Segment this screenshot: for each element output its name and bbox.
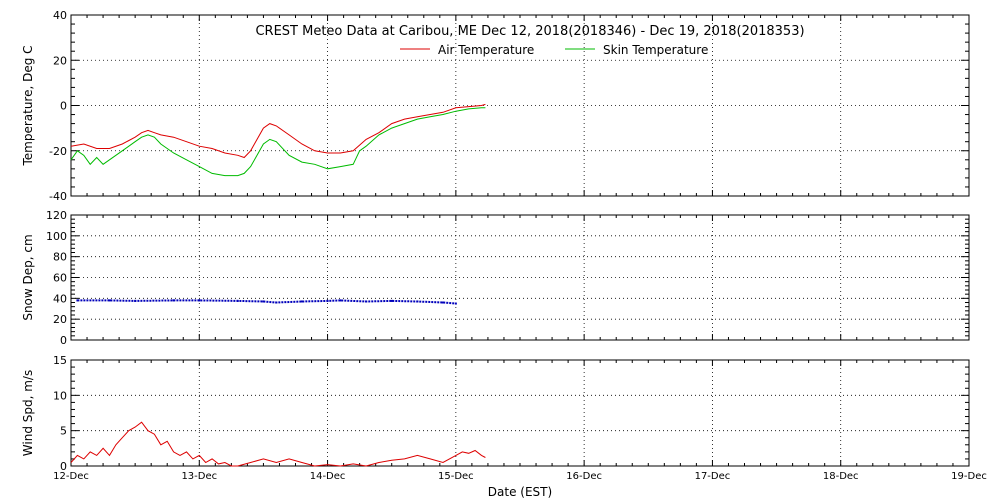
x-tick-label: 17-Dec	[695, 471, 731, 482]
x-tick-label: 13-Dec	[181, 471, 217, 482]
y-tick-label: 80	[53, 251, 67, 264]
x-tick-label: 14-Dec	[310, 471, 346, 482]
y-tick-label: 10	[53, 389, 67, 402]
panel-frame	[70, 359, 970, 467]
x-axis-label: Date (EST)	[488, 485, 552, 499]
legend-label: Skin Temperature	[603, 43, 708, 57]
legend: Air Temperature Skin Temperature	[400, 43, 708, 57]
y-axis-label-snow: Snow Dep, cm	[21, 234, 35, 320]
x-tick-label: 15-Dec	[438, 471, 474, 482]
y-tick-label: 20	[53, 54, 67, 67]
y-tick-label: 5	[60, 425, 67, 438]
y-axis-label-temperature: Temperature, Deg C	[21, 45, 35, 166]
y-tick-label: 0	[60, 460, 67, 473]
series-snow-points	[76, 299, 457, 305]
y-tick-label: 20	[53, 313, 67, 326]
series-line-air-temperature	[70, 103, 486, 159]
panel-temperature: -40 -20 0 20 40 Temperature, Deg C	[21, 9, 970, 203]
x-tick-label: 18-Dec	[823, 471, 859, 482]
plot-panels: -40 -20 0 20 40 Temperature, Deg C 0 20 40 60 80 10…	[21, 9, 970, 473]
data-point	[108, 299, 111, 302]
y-tick-label: 0	[60, 100, 67, 113]
panel-snow: 0 20 40 60 80 100 120 Snow Dep, cm	[21, 209, 970, 347]
data-point	[339, 299, 342, 302]
series-line-skin-temperature	[70, 107, 486, 177]
x-axis: 12-Dec 13-Dec 14-Dec 15-Dec 16-Dec 17-Dec 18-D…	[53, 471, 987, 482]
y-axis-label-wind: Wind Spd, m/s	[21, 370, 35, 456]
series-line-wind	[70, 421, 486, 467]
y-tick-label: 0	[60, 334, 67, 347]
data-point	[390, 299, 393, 302]
y-tick-label: 60	[53, 272, 67, 285]
y-tick-label: 120	[46, 209, 67, 222]
x-tick-label: 16-Dec	[566, 471, 602, 482]
y-tick-label: 40	[53, 9, 67, 22]
data-point	[300, 300, 303, 303]
x-tick-label: 12-Dec	[53, 471, 89, 482]
x-tick-label: 19-Dec	[951, 471, 987, 482]
y-tick-label: -20	[49, 145, 67, 158]
chart-title: CREST Meteo Data at Caribou, ME Dec 12, …	[255, 24, 804, 39]
y-tick-label: 15	[53, 354, 67, 367]
y-tick-label: 100	[46, 230, 67, 243]
y-tick-label: 40	[53, 292, 67, 305]
panel-wind: 0 5 10 15 Wind Spd, m/s	[21, 354, 970, 473]
legend-label: Air Temperature	[438, 43, 534, 57]
y-tick-label: -40	[49, 190, 67, 203]
series-line-snow	[77, 299, 456, 305]
data-point	[442, 301, 445, 304]
